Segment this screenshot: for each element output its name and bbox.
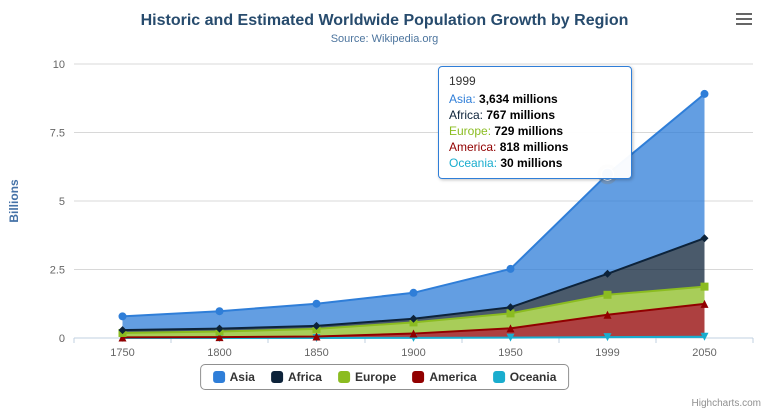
- x-axis-label: 1999: [595, 347, 619, 359]
- tooltip-row: Europe: 729 millions: [449, 123, 621, 139]
- marker-africa[interactable]: [312, 321, 321, 330]
- tooltip: 1999 Asia: 3,634 millions Africa: 767 mill…: [438, 66, 632, 179]
- marker-america[interactable]: [409, 329, 418, 338]
- tooltip-series-name: America:: [449, 140, 500, 154]
- tooltip-series-name: Oceania:: [449, 156, 501, 170]
- menu-bar: [736, 13, 752, 15]
- chart-title: Historic and Estimated Worldwide Populat…: [140, 12, 629, 29]
- legend-label: Oceania: [509, 370, 557, 384]
- marker-america[interactable]: [215, 333, 224, 342]
- marker-africa[interactable]: [409, 314, 418, 323]
- legend-symbol: [412, 371, 425, 383]
- x-axis-label: 2050: [692, 347, 716, 359]
- legend-symbol: [337, 371, 350, 383]
- tooltip-row: Africa: 767 millions: [449, 107, 621, 123]
- marker-africa[interactable]: [506, 303, 515, 312]
- area-asia[interactable]: [122, 93, 705, 331]
- legend-symbol: [212, 371, 225, 383]
- area-africa[interactable]: [122, 238, 705, 333]
- y-axis-label: 5: [59, 196, 65, 208]
- legend-symbol: [492, 371, 505, 383]
- tooltip-series-name: Asia:: [449, 92, 480, 106]
- x-axis-label: 1750: [110, 347, 134, 359]
- tooltip-series-value: 767 millions: [486, 108, 556, 122]
- marker-oceania[interactable]: [506, 333, 515, 342]
- legend-label: America: [429, 370, 477, 384]
- legend: Asia Africa Europe America Oceania: [199, 364, 570, 390]
- marker-asia[interactable]: [409, 288, 418, 297]
- marker-america[interactable]: [700, 299, 709, 308]
- tooltip-series-name: Europe:: [449, 124, 495, 138]
- legend-item-europe[interactable]: Europe: [337, 370, 397, 384]
- marker-america[interactable]: [506, 324, 515, 333]
- tooltip-series-value: 818 millions: [499, 140, 569, 154]
- menu-bar: [736, 18, 752, 20]
- chart-subtitle: Source: Wikipedia.org: [330, 33, 439, 45]
- legend-symbol: [270, 371, 283, 383]
- y-axis-label: 0: [59, 333, 65, 345]
- legend-item-america[interactable]: America: [412, 370, 477, 384]
- x-axis-label: 1850: [304, 347, 328, 359]
- marker-asia[interactable]: [506, 264, 515, 273]
- x-axis-label: 1900: [401, 347, 425, 359]
- y-axis-label: 7.5: [50, 128, 65, 140]
- tooltip-series-value: 729 millions: [494, 124, 564, 138]
- credits-link[interactable]: Highcharts.com: [691, 398, 761, 409]
- tooltip-series-name: Africa:: [449, 108, 487, 122]
- hamburger-menu-icon: [734, 13, 754, 25]
- marker-oceania[interactable]: [603, 333, 612, 342]
- marker-europe[interactable]: [700, 282, 709, 291]
- marker-africa[interactable]: [215, 324, 224, 333]
- legend-label: Europe: [354, 370, 397, 384]
- y-axis-title: Billions: [7, 179, 21, 223]
- tooltip-row: America: 818 millions: [449, 139, 621, 155]
- marker-africa[interactable]: [700, 234, 709, 243]
- menu-bar: [736, 23, 752, 25]
- marker-africa[interactable]: [603, 269, 612, 278]
- marker-america[interactable]: [603, 310, 612, 319]
- tooltip-category: 1999: [449, 74, 476, 88]
- tooltip-series-value: 3,634 millions: [479, 92, 558, 106]
- marker-europe[interactable]: [506, 309, 515, 318]
- tooltip-series-value: 30 millions: [500, 156, 563, 170]
- legend-label: Asia: [229, 370, 255, 384]
- marker-asia[interactable]: [312, 299, 321, 308]
- tooltip-row: Oceania: 30 millions: [449, 155, 621, 171]
- marker-africa[interactable]: [118, 326, 127, 335]
- marker-asia[interactable]: [118, 312, 127, 321]
- y-axis-label: 2.5: [50, 265, 65, 277]
- area-america[interactable]: [122, 303, 705, 338]
- marker-oceania[interactable]: [700, 332, 709, 341]
- plot-area[interactable]: 0 2.5 5 7.5 10 1750 1800 1850 1900 1950 1999 2050 Bi…: [0, 48, 769, 364]
- marker-asia[interactable]: [700, 89, 709, 98]
- marker-america[interactable]: [312, 332, 321, 341]
- y-axis-label: 10: [53, 59, 65, 71]
- legend-label: Africa: [287, 370, 322, 384]
- marker-asia[interactable]: [215, 307, 224, 316]
- marker-america[interactable]: [118, 333, 127, 342]
- context-menu-button[interactable]: [731, 8, 757, 30]
- legend-item-africa[interactable]: Africa: [270, 370, 322, 384]
- marker-europe[interactable]: [603, 290, 612, 299]
- legend-item-oceania[interactable]: Oceania: [492, 370, 557, 384]
- legend-item-asia[interactable]: Asia: [212, 370, 255, 384]
- tooltip-row: Asia: 3,634 millions: [449, 91, 621, 107]
- x-axis-label: 1800: [207, 347, 231, 359]
- x-axis-label: 1950: [498, 347, 522, 359]
